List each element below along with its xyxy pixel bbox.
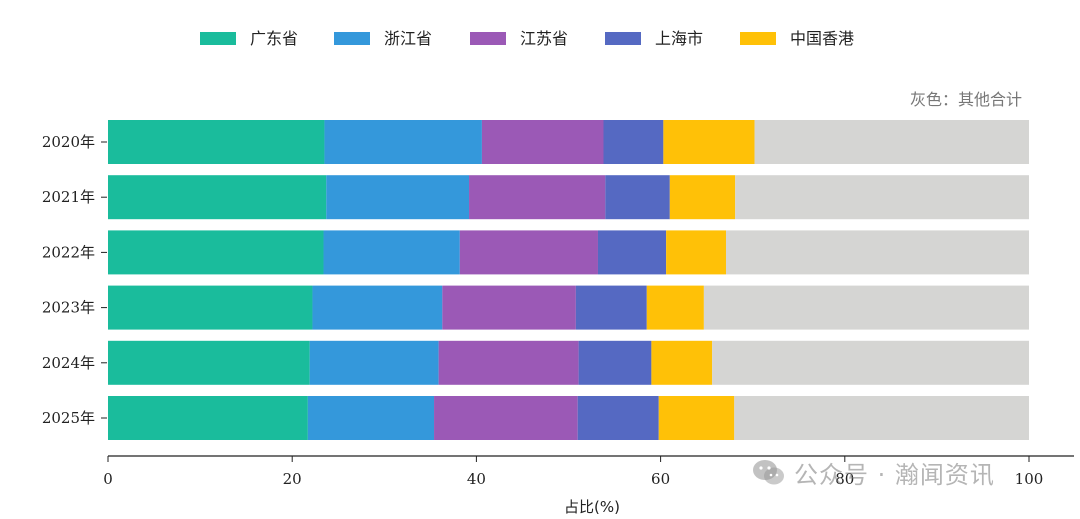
y-axis: 2020年 2021年 2022年 2023年 2024年 2025年 xyxy=(42,133,107,427)
y-tick-label: 2024年 xyxy=(42,354,95,372)
bar-2024年-江苏省 xyxy=(438,340,579,385)
bar-2024年-广东省 xyxy=(108,340,310,385)
bar-2023年-中国香港 xyxy=(646,285,704,330)
x-tick-label: 40 xyxy=(467,470,486,488)
watermark: 公众号 · 瀚闻资讯 xyxy=(752,455,995,490)
bar-2021年-浙江省 xyxy=(326,175,470,220)
bar-2023年-江苏省 xyxy=(442,285,576,330)
legend-label: 中国香港 xyxy=(790,29,854,48)
bar-2025年-江苏省 xyxy=(434,396,578,440)
bar-2021年-中国香港 xyxy=(669,175,736,220)
watermark-text: 公众号 · 瀚闻资讯 xyxy=(794,461,995,489)
y-tick-label: 2022年 xyxy=(42,243,95,261)
x-tick-label: 0 xyxy=(103,470,113,488)
bar-2022年-中国香港 xyxy=(666,230,726,275)
bars xyxy=(108,120,1029,440)
wechat-icon xyxy=(753,459,784,484)
y-tick-label: 2021年 xyxy=(42,188,95,206)
x-tick-label: 80 xyxy=(835,470,854,488)
legend-item-中国香港: 中国香港 xyxy=(740,29,854,48)
legend-item-浙江省: 浙江省 xyxy=(334,29,432,48)
bar-2022年-上海市 xyxy=(597,230,667,275)
x-tick-label: 60 xyxy=(651,470,670,488)
bar-2023年-浙江省 xyxy=(312,285,443,330)
bar-2020年-上海市 xyxy=(603,120,664,164)
y-tick-label: 2020年 xyxy=(42,133,95,151)
bar-2025年-广东省 xyxy=(108,396,308,440)
bar-2024年-上海市 xyxy=(578,340,652,385)
bar-2020年-浙江省 xyxy=(324,120,482,164)
x-tick-label: 100 xyxy=(1015,470,1044,488)
legend-label: 广东省 xyxy=(250,29,298,48)
bar-2023年-其他合计 xyxy=(703,285,1029,330)
bar-2024年-中国香港 xyxy=(651,340,713,385)
legend-swatch xyxy=(334,32,370,45)
y-tick-label: 2025年 xyxy=(42,409,95,427)
legend-label: 上海市 xyxy=(655,29,703,48)
x-tick-label: 20 xyxy=(283,470,302,488)
bar-2021年-江苏省 xyxy=(469,175,606,220)
bar-2023年-广东省 xyxy=(108,285,313,330)
bar-2024年-浙江省 xyxy=(309,340,439,385)
bar-2021年-广东省 xyxy=(108,175,327,220)
x-axis-label: 占比(%) xyxy=(564,498,620,516)
bar-2022年-其他合计 xyxy=(725,230,1029,275)
bar-2022年-广东省 xyxy=(108,230,324,275)
gray-note: 灰色：其他合计 xyxy=(910,90,1022,109)
bar-2025年-中国香港 xyxy=(658,396,735,440)
bar-2021年-上海市 xyxy=(605,175,670,220)
bar-2020年-江苏省 xyxy=(481,120,604,164)
bar-2025年-上海市 xyxy=(577,396,659,440)
legend-swatch xyxy=(605,32,641,45)
x-axis: 0 20 40 60 80 100 xyxy=(103,455,1074,488)
legend-swatch xyxy=(200,32,236,45)
legend-item-广东省: 广东省 xyxy=(200,29,298,48)
bar-2025年-其他合计 xyxy=(734,396,1029,440)
bar-2022年-浙江省 xyxy=(323,230,460,275)
legend-label: 江苏省 xyxy=(520,29,568,48)
legend-swatch xyxy=(740,32,776,45)
legend-item-江苏省: 江苏省 xyxy=(470,29,568,48)
bar-2022年-江苏省 xyxy=(459,230,598,275)
bar-2025年-浙江省 xyxy=(307,396,435,440)
bar-2023年-上海市 xyxy=(575,285,647,330)
bar-2024年-其他合计 xyxy=(712,340,1029,385)
legend-item-上海市: 上海市 xyxy=(605,29,703,48)
legend: 广东省 浙江省 江苏省 上海市 中国香港 xyxy=(200,29,854,48)
bar-2021年-其他合计 xyxy=(735,175,1029,220)
legend-label: 浙江省 xyxy=(384,29,432,48)
bar-2020年-中国香港 xyxy=(663,120,755,164)
bar-2020年-其他合计 xyxy=(754,120,1029,164)
legend-swatch xyxy=(470,32,506,45)
bar-2020年-广东省 xyxy=(108,120,325,164)
y-tick-label: 2023年 xyxy=(42,299,95,317)
